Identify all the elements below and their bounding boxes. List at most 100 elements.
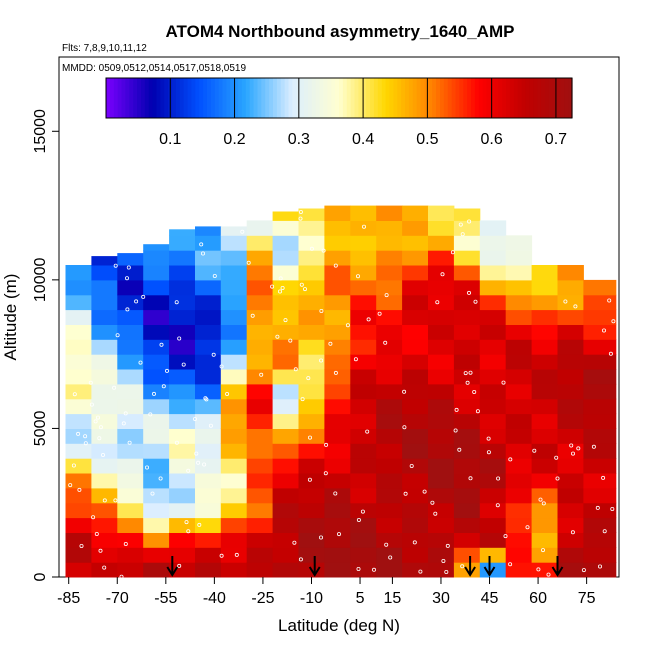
colorbar-cell	[471, 78, 476, 118]
heatmap-cell	[505, 398, 533, 415]
heatmap-cell	[143, 398, 170, 415]
heatmap-cell	[376, 502, 403, 519]
sample-point	[441, 559, 446, 564]
sample-point	[598, 564, 603, 569]
colorbar-cell	[416, 78, 422, 118]
sample-point	[440, 272, 445, 277]
sample-point	[333, 491, 338, 496]
heatmap-cell	[195, 279, 222, 296]
sample-point	[591, 444, 596, 449]
sample-point	[365, 429, 370, 434]
x-tick-label: -70	[106, 590, 129, 607]
colorbar-tick-label: 0.3	[288, 131, 310, 148]
heatmap-cell	[117, 253, 144, 266]
colorbar-cell	[175, 78, 181, 118]
sample-point	[125, 276, 130, 281]
heatmap-cell	[65, 502, 92, 519]
heatmap-cell	[298, 354, 325, 370]
sample-point	[194, 451, 199, 456]
heatmap-cell	[324, 205, 351, 221]
heatmap-cell	[505, 473, 533, 489]
heatmap-cell	[453, 220, 481, 236]
sample-point	[602, 529, 607, 534]
heatmap-cell	[376, 383, 403, 400]
sample-point	[563, 299, 568, 304]
x-tick-label: 45	[481, 590, 499, 607]
colorbar-cell	[467, 78, 472, 118]
heatmap-cell	[272, 324, 299, 340]
sample-point	[595, 505, 600, 510]
sample-point	[192, 416, 197, 421]
heatmap-cell	[324, 458, 351, 474]
heatmap-cell	[583, 443, 617, 459]
heatmap-cell	[65, 339, 92, 355]
colorbar-cell	[366, 78, 371, 118]
flight-arrow	[166, 556, 179, 577]
heatmap-cell	[298, 502, 325, 519]
heatmap-cell	[350, 458, 377, 474]
heatmap-cell	[169, 562, 196, 578]
heatmap-cell	[531, 517, 558, 533]
heatmap-cell	[428, 517, 455, 533]
heatmap-cell	[298, 458, 325, 474]
sample-point	[102, 565, 107, 570]
heatmap-cell	[246, 309, 274, 325]
sample-point	[307, 477, 312, 482]
sample-point	[360, 509, 365, 514]
heatmap-cell	[505, 487, 533, 504]
heatmap-cell	[195, 265, 222, 281]
heatmap-cell	[298, 443, 325, 459]
heatmap-cell	[505, 413, 533, 429]
colorbar-cell	[327, 78, 332, 118]
heatmap-cell	[272, 211, 299, 221]
sample-point	[300, 397, 305, 402]
heatmap-cell	[117, 279, 144, 296]
heatmap-cell	[324, 369, 351, 385]
sample-point	[554, 455, 559, 460]
heatmap-cell	[557, 265, 584, 281]
heatmap-cell	[169, 473, 196, 489]
colorbar-cell	[556, 78, 561, 118]
heatmap-cell	[428, 458, 455, 474]
heatmap-cell	[583, 413, 617, 429]
sample-point	[541, 548, 546, 553]
heatmap-cell	[298, 235, 325, 251]
colorbar-cell	[525, 78, 530, 118]
x-tick-label: -10	[300, 590, 323, 607]
heatmap-cell	[350, 428, 377, 444]
sample-point	[212, 273, 217, 278]
colorbar-cell	[245, 78, 251, 118]
heatmap-cell	[428, 428, 455, 444]
heatmap-cell	[91, 502, 118, 519]
sample-point	[199, 242, 204, 247]
heatmap-cell	[143, 428, 170, 444]
colorbar-cell	[160, 78, 165, 118]
colorbar-cell	[234, 78, 239, 118]
sample-point	[467, 219, 472, 224]
heatmap-cell	[220, 265, 248, 281]
sample-point	[384, 542, 389, 547]
heatmap-cell	[505, 250, 533, 266]
heatmap-cell	[583, 369, 617, 385]
sample-point	[486, 436, 491, 441]
sample-point	[384, 293, 389, 298]
colorbar-tick-label: 0.7	[545, 131, 567, 148]
sample-point	[277, 289, 282, 294]
colorbar-cell	[412, 78, 418, 118]
colorbar-cell	[172, 78, 177, 118]
heatmap-cell	[195, 502, 222, 519]
sample-point	[307, 435, 312, 440]
heatmap-cell	[402, 383, 429, 400]
heatmap-cell	[220, 339, 248, 355]
heatmap-cell	[350, 309, 377, 325]
sample-point	[435, 300, 440, 305]
heatmap-cell	[65, 294, 92, 311]
y-axis-label: Altitude (m)	[1, 274, 20, 361]
heatmap-cell	[324, 250, 351, 266]
heatmap-cell	[324, 413, 351, 429]
heatmap-cell	[298, 547, 325, 563]
heatmap-cell	[376, 309, 403, 325]
sample-point	[292, 540, 297, 545]
sample-point	[186, 468, 191, 473]
heatmap-cell	[557, 354, 584, 370]
